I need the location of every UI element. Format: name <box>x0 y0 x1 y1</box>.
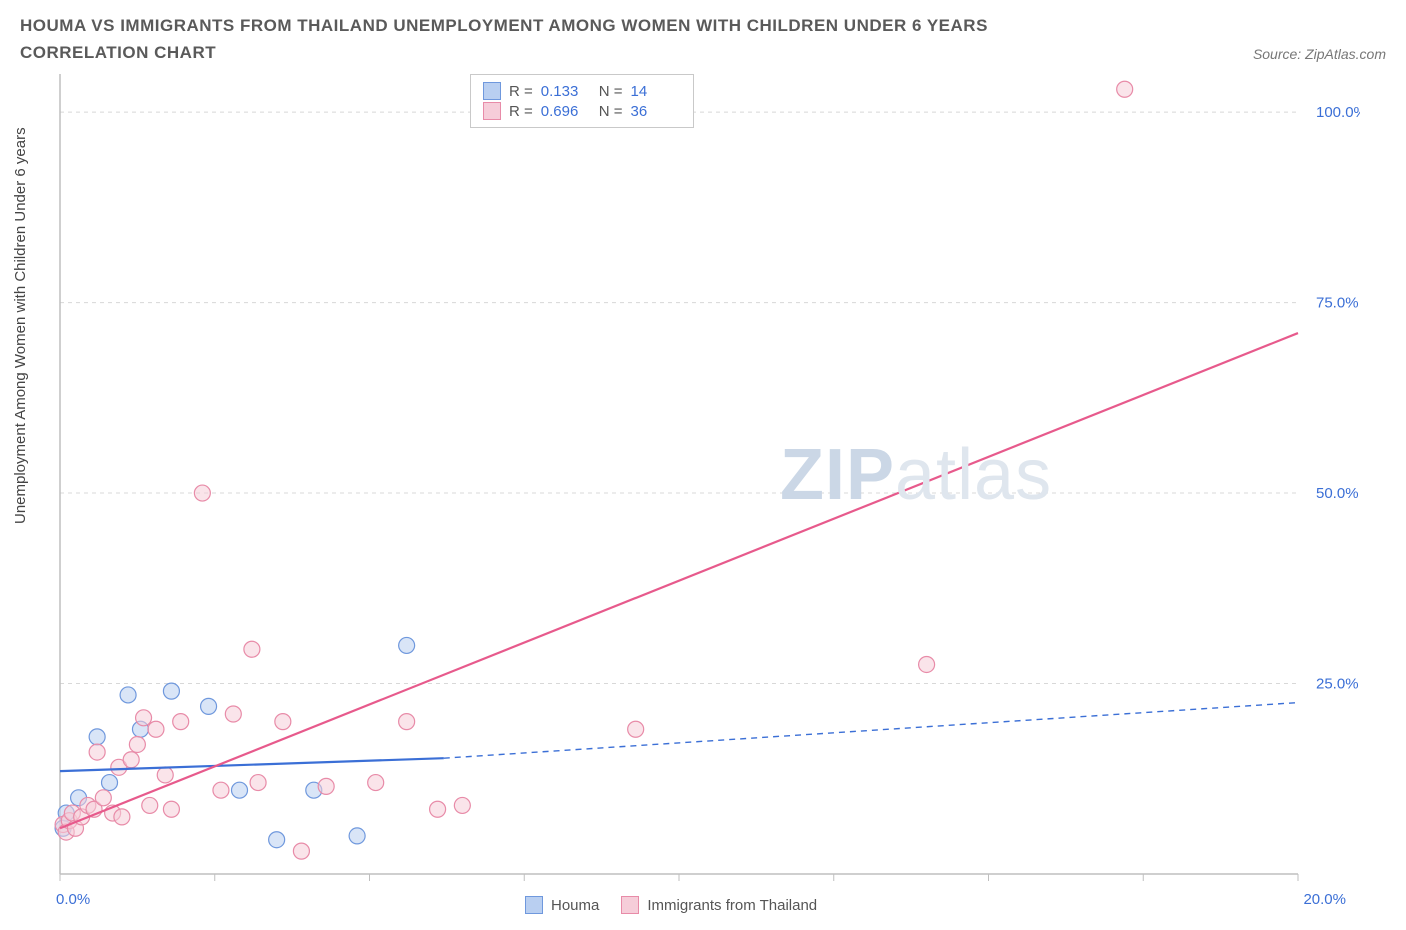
data-point <box>1117 82 1133 98</box>
data-point <box>173 714 189 730</box>
chart-container: Unemployment Among Women with Children U… <box>20 74 1386 914</box>
stats-legend-row: R = 0.133 N = 14 <box>483 81 681 101</box>
data-point <box>163 684 179 700</box>
stats-legend-row: R = 0.696 N = 36 <box>483 101 681 121</box>
stat-r-label: R = <box>509 83 533 100</box>
data-point <box>430 802 446 818</box>
data-point <box>194 485 210 501</box>
stats-legend: R = 0.133 N = 14 R = 0.696 N = 36 <box>470 74 694 128</box>
data-point <box>95 790 111 806</box>
data-point <box>148 722 164 738</box>
y-tick-label: 75.0% <box>1316 295 1359 312</box>
legend-label: Houma <box>551 897 599 914</box>
data-point <box>89 744 105 760</box>
data-point <box>89 729 105 745</box>
data-point <box>129 737 145 753</box>
y-tick-label: 25.0% <box>1316 676 1359 693</box>
stat-r-label: R = <box>509 103 533 120</box>
data-point <box>275 714 291 730</box>
trend-line <box>60 333 1298 828</box>
data-point <box>293 844 309 860</box>
data-point <box>628 722 644 738</box>
data-point <box>244 642 260 658</box>
data-point <box>269 832 285 848</box>
data-point <box>399 638 415 654</box>
source-credit: Source: ZipAtlas.com <box>1253 46 1386 66</box>
legend-label: Immigrants from Thailand <box>647 897 817 914</box>
x-tick-label: 20.0% <box>1303 891 1346 908</box>
legend-swatch <box>621 896 639 914</box>
data-point <box>213 783 229 799</box>
data-point <box>225 706 241 722</box>
legend-item: Immigrants from Thailand <box>621 896 817 914</box>
stat-n-value: 36 <box>631 103 681 120</box>
data-point <box>120 687 136 703</box>
stat-n-label: N = <box>599 103 623 120</box>
stat-r-value: 0.696 <box>541 103 591 120</box>
data-point <box>349 828 365 844</box>
y-tick-label: 50.0% <box>1316 485 1359 502</box>
data-point <box>163 802 179 818</box>
data-point <box>201 699 217 715</box>
y-tick-label: 100.0% <box>1316 104 1360 121</box>
data-point <box>114 809 130 825</box>
stat-n-value: 14 <box>631 83 681 100</box>
chart-title: HOUMA VS IMMIGRANTS FROM THAILAND UNEMPL… <box>20 12 1120 66</box>
data-point <box>232 783 248 799</box>
data-point <box>142 798 158 814</box>
legend-item: Houma <box>525 896 599 914</box>
stat-r-value: 0.133 <box>541 83 591 100</box>
data-point <box>123 752 139 768</box>
data-point <box>454 798 470 814</box>
y-axis-label: Unemployment Among Women with Children U… <box>12 128 29 525</box>
legend-swatch <box>483 102 501 120</box>
data-point <box>399 714 415 730</box>
data-point <box>250 775 266 791</box>
trend-line-extrapolated <box>444 703 1298 759</box>
data-point <box>136 710 152 726</box>
data-point <box>318 779 334 795</box>
legend-swatch <box>525 896 543 914</box>
data-point <box>368 775 384 791</box>
data-point <box>919 657 935 673</box>
legend-swatch <box>483 82 501 100</box>
data-point <box>157 767 173 783</box>
data-point <box>102 775 118 791</box>
stat-n-label: N = <box>599 83 623 100</box>
x-tick-label: 0.0% <box>56 891 90 908</box>
series-legend: Houma Immigrants from Thailand <box>525 896 817 914</box>
scatter-chart: 25.0% 50.0% 75.0% 100.0% 0.0% 20.0% <box>20 74 1360 914</box>
